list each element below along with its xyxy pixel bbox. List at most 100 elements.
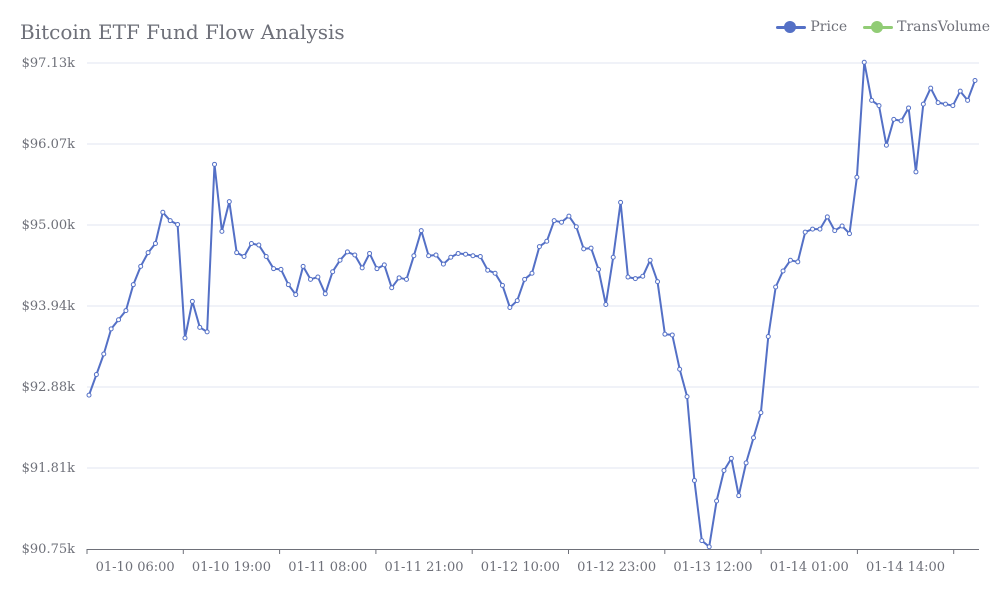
data-point [965, 97, 971, 103]
legend: Price TransVolume [776, 19, 990, 35]
data-point [743, 460, 749, 466]
data-point [573, 224, 579, 230]
data-point [566, 213, 572, 219]
data-point [861, 59, 867, 65]
data-point [470, 253, 476, 259]
legend-item-price[interactable]: Price [776, 19, 847, 35]
data-point [263, 253, 269, 259]
data-point [972, 78, 978, 84]
data-point [559, 219, 565, 225]
data-point [640, 273, 646, 279]
data-point [603, 301, 609, 307]
y-tick-label: $91.81k [22, 461, 75, 476]
data-point [824, 214, 830, 220]
data-point [403, 276, 409, 282]
data-point [337, 257, 343, 263]
data-point [714, 498, 720, 504]
data-point [625, 274, 631, 280]
data-point [440, 261, 446, 267]
data-point [551, 218, 557, 224]
data-point [913, 169, 919, 175]
x-tick-label: 01-11 21:00 [385, 560, 464, 575]
data-point [706, 544, 712, 550]
data-point [152, 241, 158, 247]
data-point [721, 468, 727, 474]
data-point [728, 455, 734, 461]
data-point [536, 244, 542, 250]
data-point [817, 226, 823, 232]
y-tick-label: $90.75k [22, 542, 75, 557]
x-tick-label: 01-10 06:00 [96, 560, 175, 575]
data-point [300, 263, 306, 269]
data-point [736, 493, 742, 499]
data-point [197, 324, 203, 330]
data-point [138, 263, 144, 269]
data-point [145, 250, 151, 256]
data-point [787, 257, 793, 263]
data-point [854, 174, 860, 180]
data-point [928, 85, 934, 91]
data-point [906, 105, 912, 111]
data-point [234, 250, 240, 256]
data-point [418, 228, 424, 234]
data-point [426, 253, 432, 259]
data-point [182, 335, 188, 341]
data-point [101, 351, 107, 357]
data-point [285, 282, 291, 288]
data-point [308, 276, 313, 282]
data-point [758, 410, 764, 416]
data-point [204, 329, 210, 335]
data-point [950, 103, 956, 109]
data-point [344, 249, 350, 255]
data-point [271, 266, 277, 272]
data-point [610, 254, 616, 260]
data-point [315, 274, 321, 280]
data-point [677, 366, 683, 372]
data-point [448, 254, 454, 260]
data-point [189, 298, 195, 304]
data-point [160, 209, 166, 215]
data-point [492, 270, 498, 276]
data-point [773, 284, 779, 290]
data-point [93, 372, 99, 378]
data-point [433, 252, 439, 258]
data-point [832, 228, 838, 234]
data-point [256, 242, 262, 248]
data-point [175, 221, 181, 227]
data-point [684, 394, 690, 400]
data-point [780, 268, 786, 274]
data-point [108, 326, 114, 332]
chart-title: Bitcoin ETF Fund Flow Analysis [20, 20, 345, 44]
data-point [751, 435, 756, 441]
data-point [699, 538, 705, 544]
data-point [485, 267, 491, 273]
y-tick-label: $92.88k [22, 380, 75, 395]
x-tick-label: 01-12 23:00 [577, 560, 656, 575]
data-point [810, 226, 816, 232]
data-point [846, 231, 852, 237]
data-point [226, 199, 232, 205]
legend-item-transvolume[interactable]: TransVolume [863, 19, 990, 35]
data-point [293, 292, 299, 298]
data-point [544, 238, 550, 244]
data-point [241, 253, 247, 259]
data-point [891, 116, 897, 122]
data-point [116, 317, 122, 323]
x-tick-label: 01-13 12:00 [673, 560, 752, 575]
data-point [219, 228, 225, 234]
legend-line-circle-icon [863, 20, 894, 34]
legend-line-circle-icon [776, 20, 807, 34]
data-point [123, 308, 129, 314]
data-point [381, 262, 387, 268]
legend-label-transvolume: TransVolume [897, 19, 990, 35]
data-point [130, 282, 136, 288]
x-tick-label: 01-10 19:00 [192, 560, 271, 575]
x-tick-label: 01-14 01:00 [770, 560, 849, 575]
data-point [669, 332, 675, 338]
y-tick-label: $95.00k [22, 218, 75, 233]
data-point [765, 333, 771, 339]
data-point [647, 257, 653, 263]
data-point [529, 270, 535, 276]
data-point [389, 285, 395, 291]
data-point [522, 276, 528, 282]
